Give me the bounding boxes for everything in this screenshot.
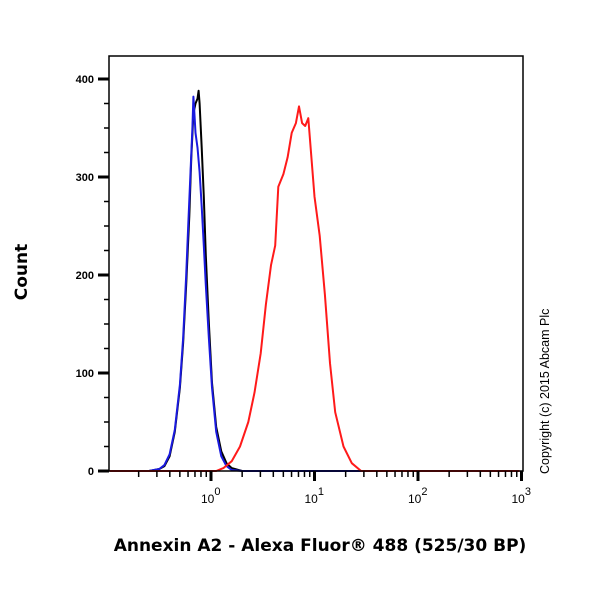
x-tick-label: 100 [201, 486, 220, 506]
y-tick-label: 200 [76, 270, 94, 282]
y-axis-label: Count [12, 243, 32, 301]
y-tick-label: 100 [76, 368, 94, 380]
series-line-1 [109, 95, 520, 472]
y-tick-label: 0 [88, 466, 94, 478]
y-axis: 0 100 200 300 400 [76, 74, 109, 478]
plot-frame [108, 55, 524, 472]
copyright-notice: Copyright (c) 2015 Abcam Plc [538, 308, 552, 474]
x-tick-label: 103 [512, 486, 531, 506]
x-tick-label: 102 [408, 486, 427, 506]
series-line-2 [109, 105, 520, 472]
x-axis-label: Annexin A2 - Alexa Fluor® 488 (525/30 BP… [113, 536, 527, 556]
series-line-0 [109, 89, 520, 472]
y-tick-label: 300 [76, 172, 94, 184]
y-tick-label: 400 [76, 74, 94, 86]
x-axis: 100 101 102 103 [137, 471, 531, 506]
plot-lines [109, 89, 520, 472]
x-tick-label: 101 [305, 486, 324, 506]
